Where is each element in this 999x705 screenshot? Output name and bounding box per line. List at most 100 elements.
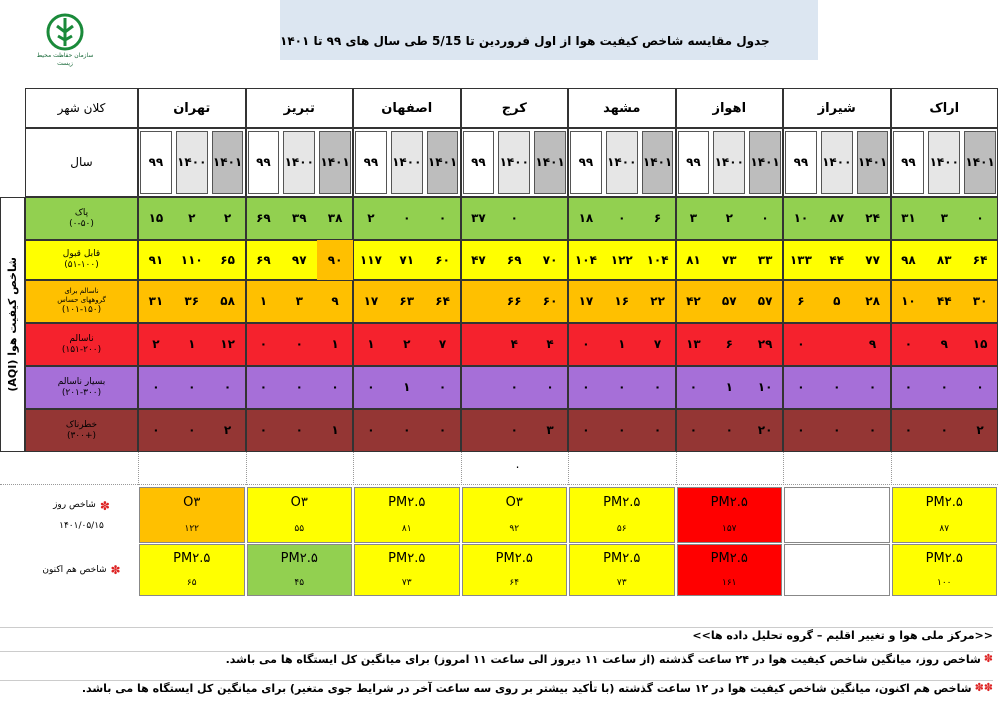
category-name: خطرناک [65,419,98,430]
value-cell: ۱ [711,366,747,409]
category-label: قابل قبول (۵۱-۱۰۰) [25,240,138,280]
city-divider [138,323,246,366]
pollutant: PM۲.۵ [495,551,533,566]
value-text: ۰ [797,423,805,437]
city-cell: شیراز [783,88,891,128]
year-cell: ۱۴۰۱ [211,131,244,194]
city-divider [245,323,353,366]
year-group [245,128,353,197]
city-divider [675,323,783,366]
year-cell: ۹۹ [247,131,280,194]
value-text: ۷۷ [865,252,880,267]
city-divider [890,280,998,323]
value-cell: ۸۱ [676,240,712,280]
value-text: ۵۸ [220,294,235,308]
city-divider [460,409,568,452]
value-text: ۶۰ [435,252,450,267]
year-text: ۱۴۰۱ [965,155,995,169]
pollutant: PM۲.۵ [280,551,318,566]
value-cell: ۳۷ [461,197,497,240]
value-text: ۲۴ [865,211,880,225]
value-cell: ۰ [496,409,532,452]
value-text: ۱۲۲ [610,252,633,267]
value-cell: ۴۴ [819,240,855,280]
value-text: ۲ [223,211,232,225]
value-text: ۶۶ [506,294,522,308]
blank-divider [783,452,891,485]
value-cell: ۲ [138,323,174,366]
value-cell: ۳۱ [891,197,927,240]
city-name: شیراز [817,100,856,116]
separator: . [515,456,520,471]
city-divider [568,366,676,409]
value-text: ۱ [367,337,375,351]
value-text: ۰ [510,211,518,225]
value-text: ۹۰ [327,252,343,267]
city-divider [783,197,891,240]
index-cell: O۳ ۱۲۲ [139,487,245,543]
value-text: ۰ [367,380,375,394]
year-cell: ۱۴۰۰ [175,131,208,194]
value-text: ۲ [367,211,375,225]
value-cell: ۰ [711,409,747,452]
value-cell: ۲ [353,197,389,240]
pollutant: O۳ [505,495,523,510]
year-text: ۹۹ [686,155,701,169]
city-name: مشهد [603,100,641,116]
city-divider [890,409,998,452]
value-cell: ۱۵ [138,197,174,240]
pollutant: PM۲.۵ [925,495,963,510]
value-cell: ۱ [389,366,425,409]
category-name: ناسالم برای گروههای حساس [57,287,106,304]
blank-divider [138,452,246,485]
blank-divider [353,452,461,485]
city-divider [783,240,891,280]
city-cell: مشهد [568,88,676,128]
year-cell: ۹۹ [355,131,387,194]
value-text: ۳ [546,423,554,437]
value-text: ۰ [546,380,554,394]
value-cell: ۰ [783,323,819,366]
value-text: ۰ [152,380,160,394]
city-divider [890,323,998,366]
year-label-cell: سال [25,128,138,197]
value-cell: ۱۷ [353,280,389,323]
value-text: ۰ [797,380,805,394]
value-text: ۱ [259,294,268,308]
value-text: ۵۷ [757,294,773,308]
year-text: ۹۹ [471,155,486,169]
city-divider [783,280,891,323]
value-text: ۰ [403,211,411,225]
value-text: ۰ [582,423,590,437]
index-value: ۵۶ [616,524,627,534]
value-cell: ۰ [425,366,461,409]
value-cell: ۵۷ [711,280,747,323]
value-text: ۰ [761,211,769,225]
year-cell: ۱۴۰۰ [390,131,423,194]
year-text: ۱۴۰۰ [607,155,637,169]
value-text: ۰ [976,380,984,394]
city-divider [675,409,783,452]
corner-label: کلان شهر [57,100,106,115]
value-cell: ۰ [281,323,317,366]
year-text: ۱۴۰۱ [857,155,888,169]
value-cell: ۰ [246,409,282,452]
year-cell: ۱۴۰۱ [534,131,566,194]
logo-text: سازمان حفاظت محیط زیست [36,52,94,67]
category-range: (۱۵۱-۲۰۰) [61,344,102,355]
index-cell [784,487,890,543]
value-cell: ۰ [926,409,962,452]
value-cell: ۰ [389,409,425,452]
value-cell: ۰ [926,366,962,409]
footer-text: شاخص روز، میانگین شاخص کیفیت هوا در ۲۴ س… [225,653,981,666]
value-text: ۱ [188,337,196,351]
value-cell: ۶ [783,280,819,323]
value-cell: ۴ [532,323,568,366]
value-cell: ۰ [604,366,640,409]
blank-divider [245,452,354,485]
index-cell: PM۲.۵ ۸۱ [354,487,460,543]
value-text: ۰ [259,423,268,437]
value-cell: ۰ [568,323,604,366]
year-text: ۱۴۰۰ [177,155,207,169]
city-name: اراک [929,100,960,116]
